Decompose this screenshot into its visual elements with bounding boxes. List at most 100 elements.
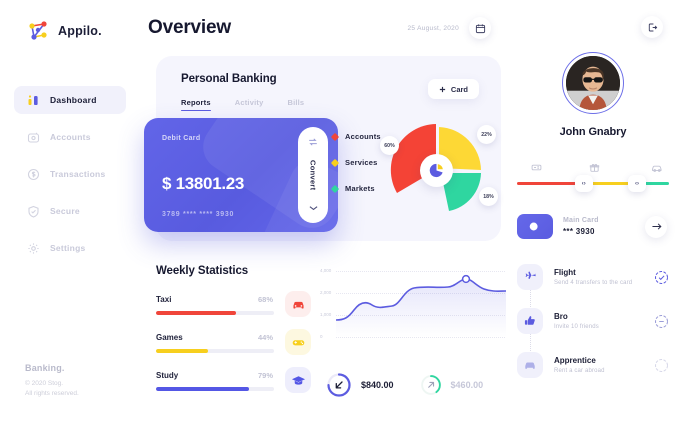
panel-tabs: Reports Activity Bills [181, 98, 481, 111]
y-tick-label: 2,000 [320, 290, 332, 295]
task-desc: Send 4 transfers to the card [554, 280, 633, 286]
sidebar-label: Dashboard [50, 95, 97, 105]
slider-segment-red [517, 182, 584, 185]
donut-center [420, 154, 453, 187]
tab-bills[interactable]: Bills [287, 98, 305, 107]
stat-name: Study [156, 371, 179, 380]
sidebar-item-transactions[interactable]: Transactions [14, 160, 126, 188]
empty-circle-icon[interactable] [654, 358, 669, 373]
calendar-icon[interactable] [469, 17, 491, 39]
list-item[interactable]: Apprentice Rent a car abroad [517, 343, 669, 387]
sidebar-label: Accounts [50, 132, 91, 142]
check-circle-icon[interactable] [654, 270, 669, 285]
arrow-up-right-icon [420, 375, 441, 395]
list-item[interactable]: Bro Invite 10 friends [517, 299, 669, 343]
slider-handle-2[interactable]: ‹› [627, 175, 646, 192]
minus-circle-icon[interactable] [654, 314, 669, 329]
add-card-label: Card [450, 84, 468, 94]
pct-badge-services: 22% [477, 125, 496, 144]
convert-button[interactable]: Convert [298, 127, 328, 223]
add-card-button[interactable]: Card [427, 79, 479, 99]
stat-row-taxi: Taxi 68% [156, 291, 311, 317]
gear-icon [26, 241, 40, 255]
personal-banking-panel: Personal Banking Reports Activity Bills … [144, 56, 501, 241]
slider-track[interactable] [517, 182, 669, 185]
main-card-number: *** 3930 [563, 227, 595, 236]
mini-stat-outgoing[interactable]: $840.00 [326, 372, 394, 398]
main-card-row[interactable]: Main Card *** 3930 [517, 214, 669, 239]
sidebar-label: Secure [50, 206, 80, 216]
mini-stat-amount: $840.00 [361, 380, 394, 390]
stat-name: Games [156, 333, 183, 342]
gamepad-icon [285, 329, 311, 355]
mini-stat-incoming[interactable]: $460.00 [420, 374, 484, 396]
mini-stat-amount: $460.00 [450, 380, 484, 390]
task-connector [529, 329, 531, 363]
pct-badge-markets: 18% [479, 187, 498, 206]
right-sidebar: John Gnabry [501, 0, 684, 427]
avatar [566, 56, 620, 110]
legend-label: Accounts [345, 132, 381, 141]
task-text: Apprentice Rent a car abroad [554, 356, 605, 374]
gift-icon [589, 160, 600, 178]
dashboard-icon [26, 93, 40, 107]
y-tick-label: 4,000 [320, 268, 332, 273]
main-card-title: Main Card [563, 217, 599, 224]
footer-rights: All rights reserved. [25, 389, 79, 397]
legend-item: Markets [330, 184, 381, 193]
topbar: Overview 25 August, 2020 [148, 0, 501, 56]
shield-check-icon [26, 204, 40, 218]
sidebar-item-dashboard[interactable]: Dashboard [14, 86, 126, 114]
stat-row-study: Study 79% [156, 367, 311, 393]
wallet-icon [26, 130, 40, 144]
page-title: Overview [148, 17, 231, 38]
donut-chart: 60% 22% 18% [380, 118, 498, 223]
credit-card-icon [517, 214, 553, 239]
task-desc: Rent a car abroad [554, 368, 605, 374]
stat-percent: 79% [257, 371, 273, 380]
pie-chart-icon [429, 163, 443, 178]
slider-handle-1[interactable]: ‹› [574, 175, 593, 192]
stat-row-games: Games 44% [156, 329, 311, 355]
slider-icons [517, 160, 669, 174]
sidebar-item-settings[interactable]: Settings [14, 234, 126, 262]
legend-item: Services [330, 158, 381, 167]
convert-label: Convert [308, 160, 318, 191]
tab-reports[interactable]: Reports [181, 98, 211, 111]
data-point-marker [461, 274, 471, 284]
logout-icon[interactable] [641, 16, 663, 38]
sidebar-item-secure[interactable]: Secure [14, 197, 126, 225]
stat-name: Taxi [156, 295, 172, 304]
task-connector [529, 285, 531, 319]
car-side-icon [651, 160, 663, 178]
task-name: Bro [554, 312, 568, 321]
main-content: Overview 25 August, 2020 Personal Bankin… [140, 0, 506, 427]
progress-fill [156, 387, 250, 391]
legend-item: Accounts [330, 132, 381, 141]
user-name: John Gnabry [559, 126, 627, 138]
line-series [336, 274, 506, 337]
pct-badge-accounts: 60% [380, 136, 399, 155]
rewards-slider: ‹› ‹› [517, 160, 669, 194]
sidebar-item-accounts[interactable]: Accounts [14, 123, 126, 151]
chevron-down-icon[interactable] [309, 198, 318, 216]
task-text: Flight Send 4 transfers to the card [554, 268, 632, 286]
brand[interactable]: Appilo. [0, 0, 140, 44]
debit-card-amount: $ 13801.23 [162, 174, 245, 193]
balance-line-chart: 4,000 2,000 1,000 0 [320, 268, 506, 358]
legend-label: Services [345, 158, 378, 167]
distribution-chart: Accounts Services Markets [328, 118, 498, 228]
list-item[interactable]: Flight Send 4 transfers to the card [517, 255, 669, 299]
arrow-right-icon[interactable] [645, 215, 667, 238]
exchange-icon [307, 135, 319, 153]
chart-legend: Accounts Services Markets [330, 132, 381, 210]
progress-fill [156, 349, 208, 353]
car-icon [517, 352, 543, 378]
slider-segment-yellow [583, 182, 636, 185]
legend-dot-accounts [330, 132, 340, 141]
tab-activity[interactable]: Activity [234, 98, 264, 107]
debit-card[interactable]: Debit Card $ 13801.23 3789 **** **** 393… [144, 118, 338, 232]
legend-label: Markets [345, 184, 375, 193]
topbar-right: 25 August, 2020 [408, 17, 491, 39]
